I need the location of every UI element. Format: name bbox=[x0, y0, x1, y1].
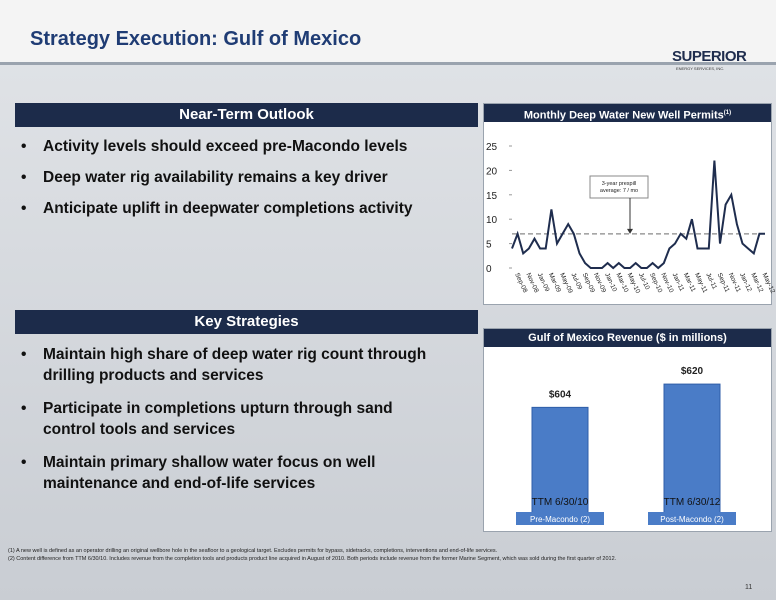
bullet: Participate in completions upturn throug… bbox=[15, 398, 435, 440]
footnote: (2) Content difference from TTM 6/30/10.… bbox=[8, 556, 768, 563]
x-sublabel: Post-Macondo (2) bbox=[660, 515, 724, 524]
sublabel-box bbox=[648, 512, 736, 525]
y-tick-label: 15 bbox=[486, 191, 498, 202]
bullet-list: Maintain high share of deep water rig co… bbox=[15, 344, 435, 494]
bullet: Anticipate uplift in deepwater completio… bbox=[15, 198, 478, 219]
page-number: 11 bbox=[745, 584, 753, 591]
bar bbox=[663, 383, 721, 516]
chart-title-text: Monthly Deep Water New Well Permits bbox=[523, 109, 724, 122]
chart-panel: Monthly Deep Water New Well Permits(1) bbox=[483, 103, 772, 305]
footnote-text: A new well is defined as an operator dri… bbox=[15, 548, 498, 554]
x-sublabel: Pre-Macondo (2) bbox=[530, 515, 590, 524]
slide-title: Strategy Execution: Gulf of Mexico bbox=[30, 28, 362, 50]
annotation-box bbox=[589, 175, 649, 199]
chart-title: Gulf of Mexico Revenue ($ in millions) bbox=[484, 329, 771, 347]
logo: SUPERIOR bbox=[672, 48, 747, 65]
sublabel-box bbox=[516, 512, 604, 525]
value-label: $604 bbox=[549, 389, 572, 400]
y-tick-label: 10 bbox=[486, 215, 498, 226]
bullet: Deep water rig availability remains a ke… bbox=[15, 167, 478, 188]
chart-panel: Gulf of Mexico Revenue ($ in millions) bbox=[483, 328, 772, 532]
bullet: Maintain high share of deep water rig co… bbox=[15, 344, 435, 386]
y-tick-label: 5 bbox=[486, 240, 492, 251]
bullet-list: Activity levels should exceed pre-Macond… bbox=[15, 136, 478, 219]
bar bbox=[531, 406, 589, 516]
footnote-text: Content difference from TTM 6/30/10. Inc… bbox=[16, 556, 617, 562]
title-rule bbox=[0, 62, 776, 65]
chart-title: Monthly Deep Water New Well Permits(1) bbox=[484, 104, 771, 122]
y-tick-label: 0 bbox=[486, 264, 492, 275]
footnote: (1) A new well is defined as an operator… bbox=[8, 548, 768, 555]
title-note: (1) bbox=[723, 110, 732, 116]
x-tick-label: May-12 bbox=[761, 272, 776, 295]
y-tick-label: 20 bbox=[486, 166, 498, 177]
x-tick-label: TTM 6/30/12 bbox=[664, 497, 721, 508]
annotation: 3-year prespill average: 7 / mo bbox=[600, 181, 638, 194]
data-line bbox=[511, 160, 765, 270]
section-heading: Key Strategies bbox=[15, 310, 478, 334]
value-label: $620 bbox=[681, 366, 704, 377]
bullet: Activity levels should exceed pre-Macond… bbox=[15, 136, 478, 157]
y-tick-label: 25 bbox=[486, 142, 498, 153]
bullet: Maintain primary shallow water focus on … bbox=[15, 452, 435, 494]
logo-sub: ENERGY SERVICES, INC. bbox=[676, 66, 725, 71]
arrow-head bbox=[627, 228, 633, 234]
footnote-mark: (1) bbox=[8, 548, 15, 554]
x-tick-label: TTM 6/30/10 bbox=[532, 497, 589, 508]
footnote-mark: (2) bbox=[8, 556, 15, 562]
section-heading: Near-Term Outlook bbox=[15, 103, 478, 127]
